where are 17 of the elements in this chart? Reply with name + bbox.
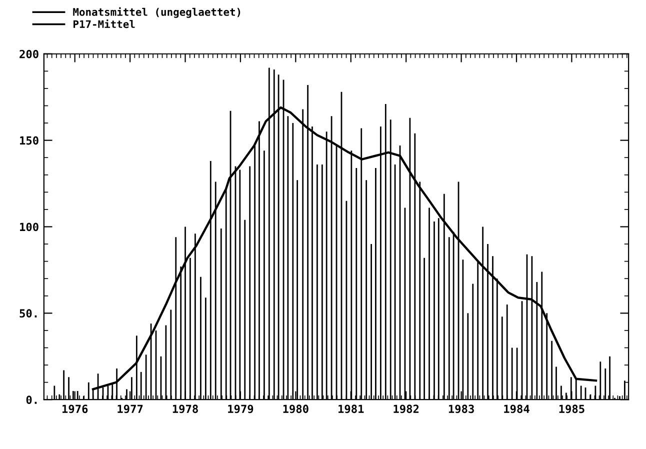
legend-label: Monatsmittel (ungeglaettet)	[73, 7, 240, 18]
y-tick-label: 0.	[26, 396, 37, 404]
x-tick-label: 1979	[228, 404, 254, 414]
y-tick-label: 150	[20, 136, 38, 145]
x-tick-label: 1983	[448, 404, 474, 414]
x-tick-label: 1980	[283, 404, 308, 414]
x-tick-label: 1982	[394, 404, 419, 414]
x-tick-label: 1984	[504, 404, 530, 414]
x-tick-label: 1977	[118, 404, 143, 414]
x-tick-label: 1985	[559, 404, 584, 414]
y-tick-label: 50.	[20, 309, 37, 318]
legend-label: P17-Mittel	[74, 19, 135, 28]
y-tick-label: 100	[20, 222, 38, 232]
x-tick-label: 1981	[338, 404, 364, 414]
x-tick-label: 1976	[62, 404, 88, 414]
y-tick-label: 200	[20, 50, 38, 58]
x-tick-label: 1978	[172, 404, 198, 414]
